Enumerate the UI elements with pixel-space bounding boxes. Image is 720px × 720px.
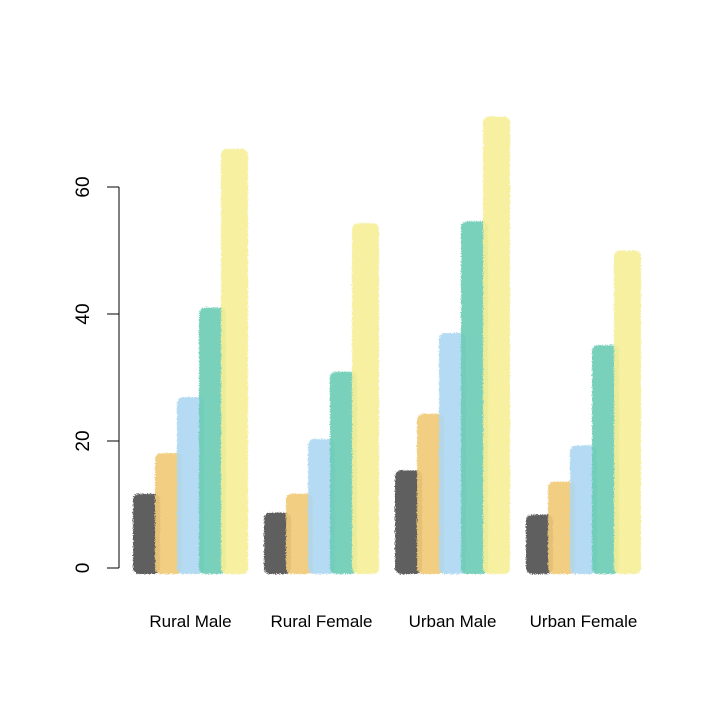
- bar: [308, 439, 335, 574]
- x-category-label: Rural Male: [149, 612, 231, 631]
- bar: [395, 470, 422, 574]
- y-tick-label: 40: [73, 303, 94, 324]
- bar: [439, 333, 466, 574]
- bar: [614, 250, 641, 574]
- bar: [417, 413, 444, 574]
- y-tick-label: 60: [73, 176, 94, 197]
- bar: [264, 512, 291, 574]
- y-axis: 0 20 40 60: [73, 176, 120, 574]
- x-category-label: Urban Female: [530, 612, 638, 631]
- x-axis-labels: Rural Male Rural Female Urban Male Urban Fe…: [149, 612, 637, 631]
- bar: [483, 116, 510, 574]
- x-category-label: Rural Female: [270, 612, 372, 631]
- bar: [199, 307, 226, 574]
- bars-group: [133, 116, 641, 575]
- bar: [526, 514, 553, 574]
- bar: [548, 481, 575, 574]
- bar: [592, 345, 619, 574]
- bar: [570, 445, 597, 574]
- y-tick-label: 20: [73, 430, 94, 451]
- bar: [286, 493, 313, 574]
- bar: [177, 397, 204, 574]
- x-category-label: Urban Male: [409, 612, 497, 631]
- bar: [461, 221, 488, 575]
- bar: [221, 148, 248, 574]
- bar: [133, 493, 160, 574]
- bar: [352, 223, 379, 574]
- bar: [155, 453, 182, 574]
- y-tick-label: 0: [73, 563, 94, 574]
- bar: [330, 371, 357, 574]
